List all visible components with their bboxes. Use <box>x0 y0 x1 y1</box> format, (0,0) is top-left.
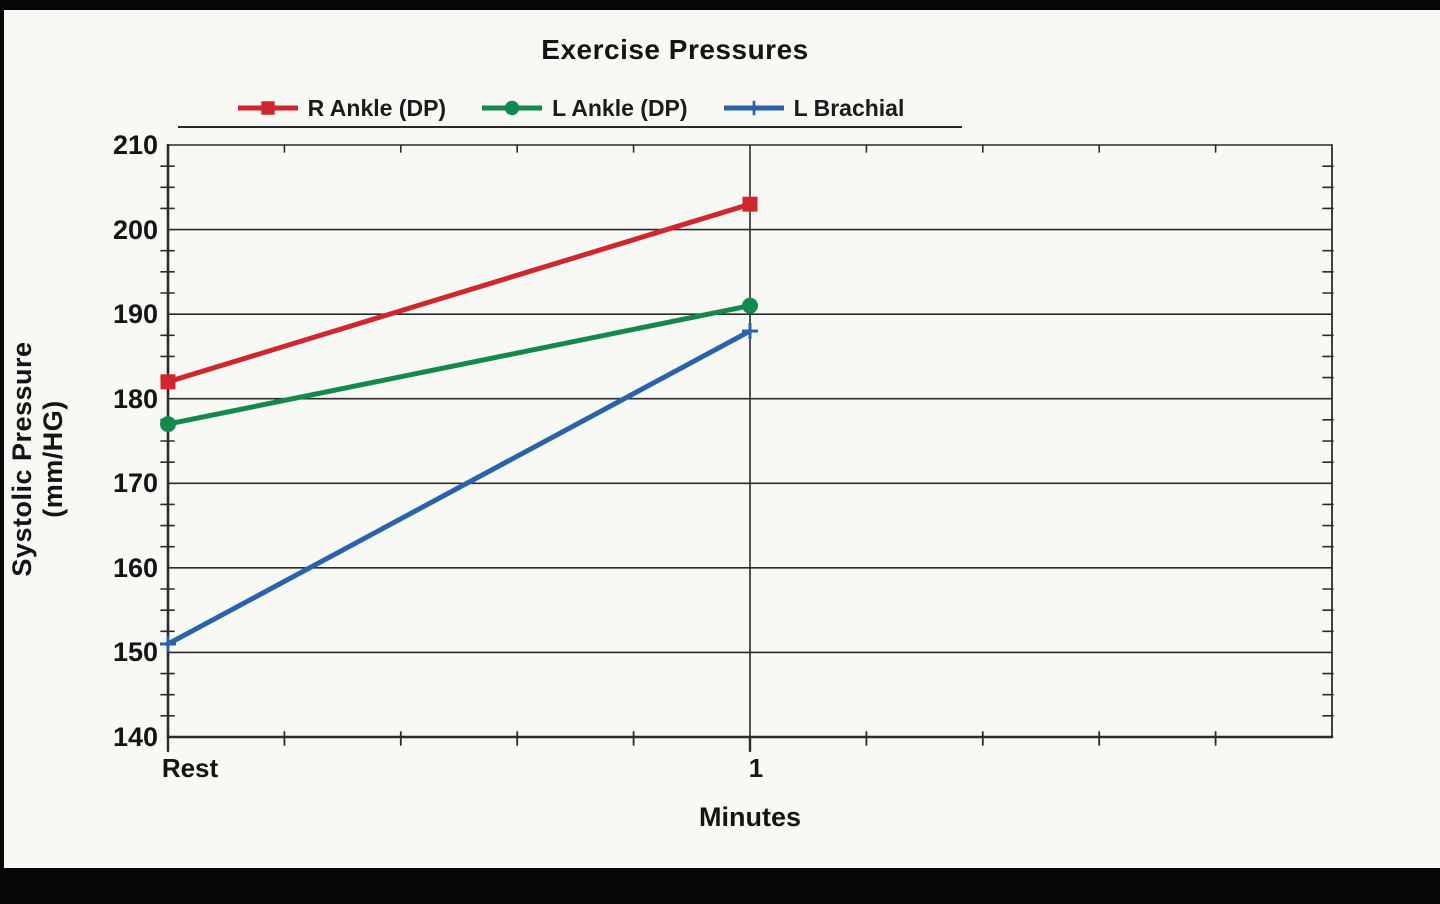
y-tick-label: 190 <box>112 299 158 330</box>
series-line-1 <box>165 303 753 427</box>
legend-item-0: R Ankle (DP) <box>236 95 446 122</box>
y-tick-label: 140 <box>112 722 158 752</box>
series-line-2 <box>165 328 753 647</box>
left-black-edge <box>0 10 4 868</box>
bottom-black-bar <box>0 868 1440 904</box>
legend: R Ankle (DP) L Ankle (DP) L Brachial <box>178 90 962 128</box>
legend-item-2: L Brachial <box>722 94 905 122</box>
legend-sample-plus-icon <box>723 100 784 116</box>
y-axis-title: Systolic Pressure (mm/HG) <box>7 341 68 577</box>
marker-square <box>260 101 275 115</box>
chart-title: Exercise Pressures <box>541 34 809 65</box>
legend-label: R Ankle (DP) <box>307 94 447 121</box>
x-axis-title: Minutes <box>698 802 801 832</box>
y-tick-label: 200 <box>112 214 158 245</box>
legend-sample-circle-icon <box>482 100 543 116</box>
y-tick-label: 210 <box>112 130 158 160</box>
legend-label: L Brachial <box>793 94 905 121</box>
marker-square <box>742 196 758 212</box>
y-tick-label: 180 <box>112 383 158 414</box>
marker-square <box>160 374 176 390</box>
series-line-0 <box>165 201 753 385</box>
marker-circle <box>504 100 520 116</box>
y-tick-label: 170 <box>112 468 158 499</box>
y-tick-label: 150 <box>112 637 158 668</box>
legend-sample-square-icon <box>237 101 298 115</box>
legend-label: L Ankle (DP) <box>552 94 688 121</box>
marker-circle <box>160 416 176 433</box>
y-tick-label: 160 <box>112 552 158 583</box>
top-black-bar <box>0 0 1440 10</box>
x-tick-label: 1 <box>748 753 764 783</box>
marker-circle <box>742 297 758 314</box>
legend-item-1: L Ankle (DP) <box>480 94 688 122</box>
x-tick-label: Rest <box>161 753 219 783</box>
